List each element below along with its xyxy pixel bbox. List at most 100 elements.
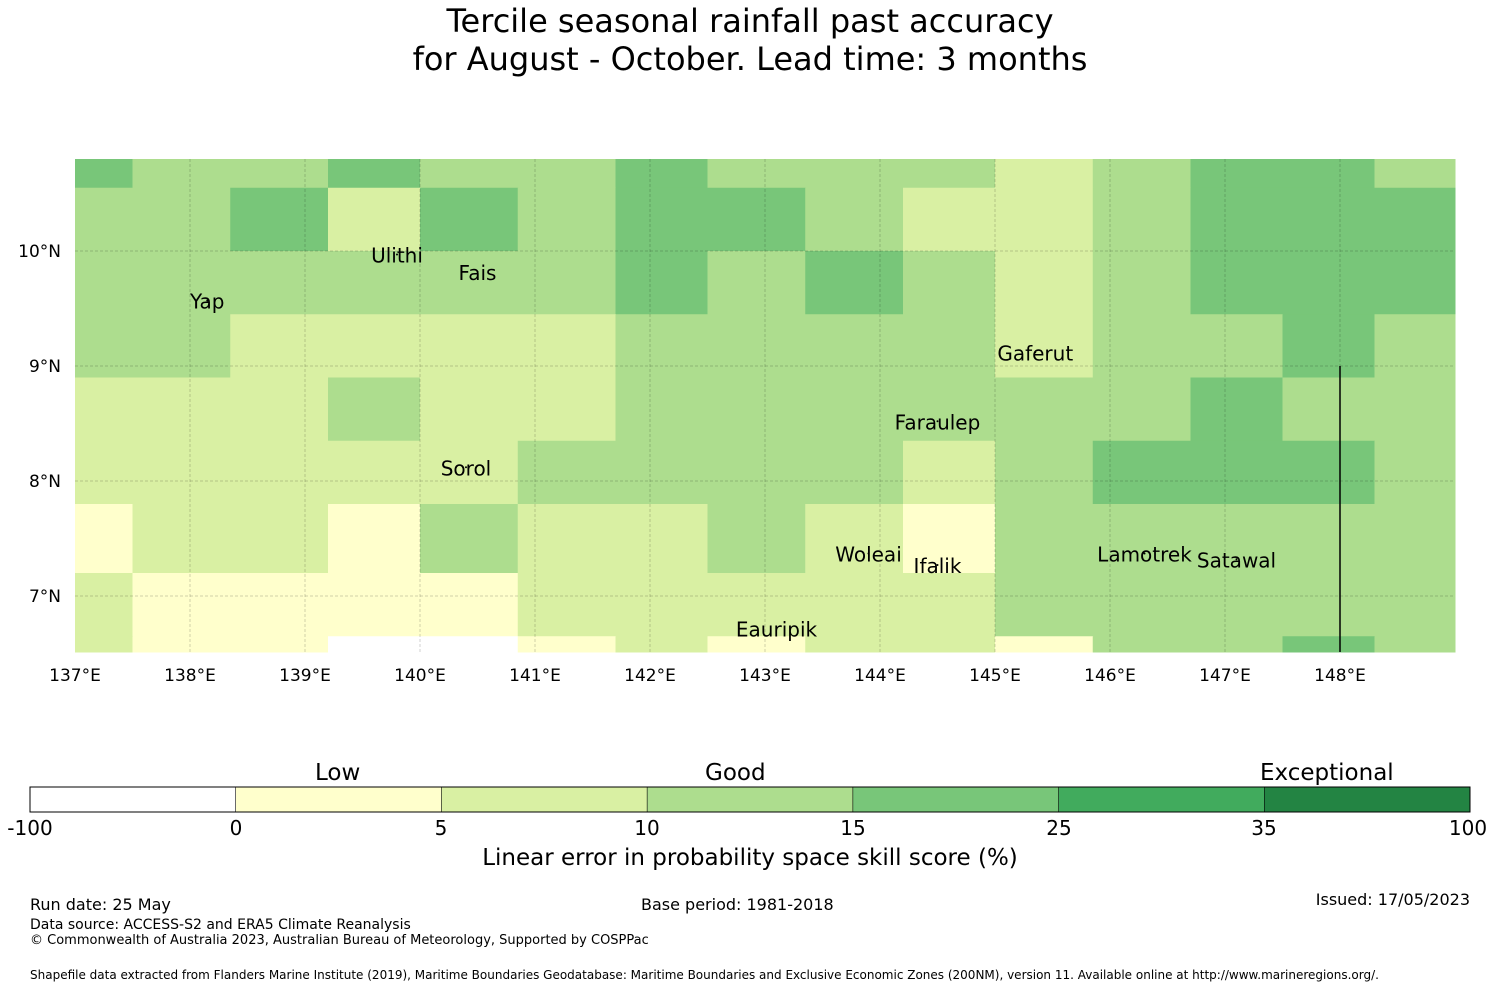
skill-cell (903, 251, 996, 315)
copyright: © Commonwealth of Australia 2023, Austra… (30, 933, 649, 948)
skill-cell (420, 187, 519, 252)
skill-cell (615, 187, 806, 252)
skill-cell (1282, 636, 1375, 653)
skill-cell (805, 636, 996, 653)
longitude-tick-label: 141°E (509, 666, 561, 686)
skill-grid-cells (75, 159, 1456, 653)
skill-cell (995, 573, 1456, 637)
skill-cell (328, 377, 421, 442)
skill-cell (1092, 159, 1191, 189)
skill-cell (75, 377, 329, 442)
skill-cell (517, 636, 616, 653)
skill-cell (75, 159, 133, 189)
skill-cell (1190, 377, 1283, 442)
skill-cell (328, 504, 421, 574)
skill-cell (707, 636, 806, 653)
island-marker (396, 253, 398, 256)
skill-cell (132, 159, 329, 189)
colorbar-outline (29, 786, 1471, 813)
skill-cell (615, 636, 708, 653)
skill-cell (805, 504, 904, 574)
longitude-tick-label: 140°E (394, 666, 446, 686)
skill-cell (420, 504, 519, 574)
colorbar-swatch (30, 787, 237, 812)
island-label: Eauripik (736, 617, 818, 641)
skill-cell (517, 440, 904, 505)
longitude-tick-label: 139°E (279, 666, 331, 686)
skill-cell (1374, 314, 1456, 378)
island-marker (775, 627, 778, 630)
skill-cell (995, 504, 1456, 574)
island-marker (1034, 351, 1037, 354)
chart-title-line2: for August - October. Lead time: 3 month… (412, 40, 1088, 78)
skill-cell (132, 636, 329, 653)
island-label: Ifalik (914, 554, 962, 578)
latitude-tick-label: 10°N (18, 242, 61, 262)
island-label: Woleai (835, 543, 902, 567)
island-marker (1235, 558, 1238, 561)
colorbar (29, 786, 1471, 813)
longitude-tick-label: 147°E (1199, 666, 1251, 686)
longitude-tick-label: 148°E (1314, 666, 1366, 686)
skill-cell (1374, 159, 1456, 189)
colorbar-label: Linear error in probability space skill … (482, 845, 1018, 871)
island-label: Yap (189, 290, 224, 314)
island-label: Sorol (441, 456, 492, 480)
skill-cell (75, 251, 616, 315)
colorbar-tick: -100 (7, 816, 53, 840)
skill-cell (995, 440, 1094, 505)
colorbar-swatch (1058, 787, 1265, 812)
skill-cell (1374, 440, 1456, 505)
skill-cell (805, 187, 904, 252)
skill-cell (903, 440, 996, 505)
longitude-tick-label: 138°E (164, 666, 216, 686)
skill-cell (328, 159, 421, 189)
skill-cell (995, 314, 1094, 378)
longitude-ticks: 137°E 138°E 139°E 140°E 141°E 142°E 143°E 144°E… (49, 666, 1366, 686)
island-marker (1143, 552, 1146, 555)
skill-cell (75, 314, 231, 378)
longitude-tick-label: 144°E (854, 666, 906, 686)
island-marker (936, 420, 939, 423)
chart-title-line1: Tercile seasonal rainfall past accuracy (446, 2, 1054, 40)
category-good: Good (705, 760, 766, 786)
skill-cell (517, 573, 996, 637)
longitude-tick-label: 142°E (624, 666, 676, 686)
data-source: Data source: ACCESS-S2 and ERA5 Climate … (30, 917, 411, 933)
skill-cell (1092, 314, 1283, 378)
island-label: Gaferut (997, 341, 1073, 365)
skill-cell (1092, 636, 1283, 653)
colorbar-swatch (1264, 787, 1471, 812)
skill-cell (615, 377, 1191, 442)
skill-cell (132, 504, 329, 574)
skill-cell (995, 251, 1094, 315)
skill-cell (328, 636, 519, 653)
skill-cell (707, 251, 806, 315)
skill-cell (75, 187, 231, 252)
colorbar-tick: 15 (840, 816, 866, 840)
skill-cell (328, 187, 421, 252)
colorbar-tick: 100 (1448, 816, 1488, 840)
skill-cell (903, 187, 1094, 252)
latitude-ticks: 10°N 9°N 8°N 7°N (18, 242, 61, 607)
longitude-tick-label: 137°E (49, 666, 101, 686)
colorbar-tick: 10 (634, 816, 660, 840)
skill-cell (75, 636, 133, 653)
skill-cell (230, 187, 329, 252)
skill-cell (995, 636, 1094, 653)
skill-cell (517, 504, 708, 574)
island-label: Ulithi (371, 244, 423, 268)
shapefile-credit: Shapefile data extracted from Flanders M… (30, 968, 1379, 982)
colorbar-tick: 0 (229, 816, 243, 840)
skill-cell (805, 251, 904, 315)
skill-cell (1092, 251, 1191, 315)
skill-cell (1282, 314, 1375, 378)
colorbar-swatch (647, 787, 854, 812)
island-label: Satawal (1197, 548, 1276, 572)
skill-cell (995, 159, 1094, 189)
skill-cell (615, 314, 996, 378)
island-marker (465, 466, 467, 469)
skill-cell (75, 504, 133, 574)
skill-cell (1092, 187, 1191, 252)
